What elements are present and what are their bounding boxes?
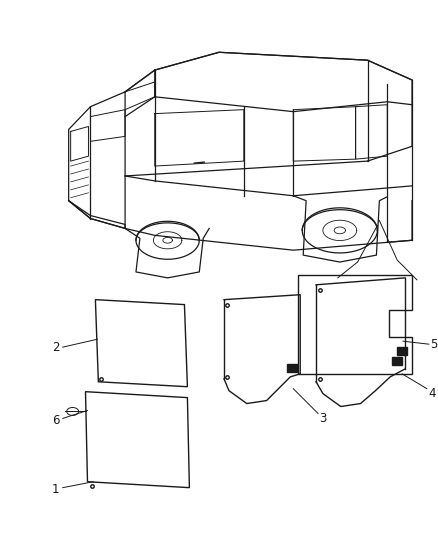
Text: 5: 5: [430, 338, 438, 351]
Text: 2: 2: [52, 341, 60, 353]
Text: 4: 4: [428, 387, 435, 400]
Text: 6: 6: [52, 414, 60, 427]
Text: 3: 3: [319, 412, 327, 425]
Bar: [287, 364, 297, 372]
Bar: [392, 357, 402, 365]
Bar: [397, 347, 407, 355]
Text: 1: 1: [52, 483, 60, 496]
